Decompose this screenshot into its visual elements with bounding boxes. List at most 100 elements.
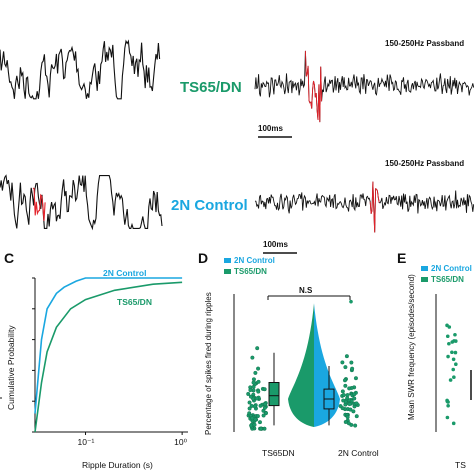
c-xtick-label: 10⁰ <box>174 437 187 447</box>
data-point-ts65 <box>251 380 256 385</box>
violin-half-ts65 <box>288 303 314 428</box>
passband-label-top: 150-250Hz Passband <box>385 39 464 48</box>
scale-label-top: 100ms <box>258 124 283 133</box>
data-point-control <box>354 401 359 406</box>
data-point-control <box>347 386 352 391</box>
data-point-control <box>351 409 356 414</box>
data-point-ts65-e <box>445 399 450 404</box>
lfp-trace-control-left <box>0 174 163 231</box>
data-point-control <box>343 365 348 370</box>
data-point-control <box>340 389 345 394</box>
data-point-ts65 <box>254 396 259 401</box>
data-point-ts65 <box>250 416 255 421</box>
data-point-ts65-e <box>446 354 450 359</box>
data-point-ts65-e <box>445 415 450 420</box>
passband-label-bottom: 150-250Hz Passband <box>385 159 464 168</box>
lfp-trace-ts65-left <box>0 39 161 100</box>
data-point-ts65 <box>252 404 257 409</box>
data-point-control <box>342 378 347 383</box>
data-point-ts65 <box>258 426 263 431</box>
series-line-ts65 <box>34 281 183 433</box>
data-point-ts65-e <box>451 357 456 362</box>
panel-letter-e: E <box>397 250 406 266</box>
category-label-ts65dn: TS65DN <box>262 448 295 458</box>
data-point-ts65 <box>258 403 263 408</box>
legend-swatch-ts65-e <box>421 277 428 282</box>
data-point-control <box>354 414 359 419</box>
panel-d: D 2N Control TS65/DN N.S TS65DN 2N Contr… <box>198 250 379 458</box>
legend-text-2n-control-d: 2N Control <box>234 256 275 265</box>
data-point-ts65-e <box>445 334 450 339</box>
legend-text-2n-control-e: 2N Control <box>431 264 472 273</box>
data-point-ts65 <box>253 370 258 375</box>
data-point-ts65 <box>248 394 253 399</box>
data-point-ts65 <box>251 377 256 382</box>
panel-c: C 10⁻¹ 10⁰ 2N Control TS65/DN Ripple Dura… <box>0 250 188 470</box>
data-point-control <box>347 402 352 407</box>
data-point-ts65 <box>249 423 254 428</box>
data-point-ts65-e <box>447 325 452 329</box>
data-point-ts65-e <box>453 350 458 355</box>
label-2n-control: 2N Control <box>171 197 248 214</box>
data-point-control <box>341 398 346 403</box>
legend-label-2n-control: 2N Control <box>103 268 146 278</box>
c-xtick-label: 10⁻¹ <box>78 437 95 447</box>
ripple-trace-ts65 <box>254 50 474 123</box>
data-point-control <box>345 415 350 420</box>
data-point-ts65-e <box>454 362 458 367</box>
data-point-control <box>338 404 343 409</box>
panel-e: E 2N Control TS65/DN TS Mean SWR frequen… <box>397 250 472 470</box>
category-label-2n-control: 2N Control <box>338 448 379 458</box>
data-point-control <box>352 392 357 397</box>
data-point-control <box>346 421 351 426</box>
data-point-ts65 <box>246 391 251 396</box>
panel-letter-d: D <box>198 250 208 266</box>
data-point-ts65 <box>247 406 252 411</box>
data-point-ts65 <box>256 366 261 371</box>
data-point-control <box>353 423 358 428</box>
legend-text-ts65-e: TS65/DN <box>431 275 464 284</box>
data-point-control <box>349 360 354 365</box>
data-point-ts65 <box>262 405 267 410</box>
data-point-ts65-e <box>451 367 456 372</box>
panel-c-xlabel: Ripple Duration (s) <box>82 460 153 470</box>
data-point-ts65 <box>262 387 267 392</box>
legend-label-ts65: TS65/DN <box>117 297 152 307</box>
data-point-ts65-e <box>453 339 458 343</box>
data-point-ts65 <box>255 414 260 419</box>
data-point-ts65-e <box>448 378 453 382</box>
data-point-ts65 <box>255 346 260 351</box>
data-point-control <box>343 383 348 388</box>
data-point-control <box>352 396 357 401</box>
panel-letter-c: C <box>4 250 14 266</box>
data-point-ts65-e <box>450 340 455 344</box>
ripple-trace-control <box>254 181 474 233</box>
data-point-ts65-e <box>450 350 454 355</box>
data-point-control <box>348 407 353 412</box>
panel-d-ylabel: Percentage of spikes fired during ripple… <box>204 292 213 435</box>
data-point-ts65 <box>250 355 255 360</box>
series-line-2n-control <box>34 277 183 414</box>
legend-text-ts65-d: TS65/DN <box>234 267 267 276</box>
data-point-ts65-e <box>446 403 450 408</box>
data-point-ts65-e <box>452 375 456 380</box>
data-point-outlier <box>349 299 353 304</box>
data-point-ts65 <box>247 400 252 405</box>
scale-label-bottom: 100ms <box>263 240 288 249</box>
data-point-ts65 <box>263 411 268 416</box>
data-point-control <box>350 366 355 371</box>
data-point-ts65-e <box>453 332 457 337</box>
data-point-ts65 <box>262 402 267 407</box>
data-point-ts65 <box>256 379 261 384</box>
legend-swatch-2n-control-d <box>224 258 231 263</box>
data-point-control <box>340 360 345 365</box>
ns-annotation: N.S <box>299 286 313 295</box>
data-point-ts65 <box>256 389 261 394</box>
legend-swatch-ts65-d <box>224 269 231 274</box>
data-point-control <box>353 376 358 381</box>
box-iqr <box>268 382 280 407</box>
data-point-control <box>341 393 346 398</box>
legend-swatch-2n-control-e <box>421 266 428 271</box>
data-point-ts65 <box>248 388 253 393</box>
